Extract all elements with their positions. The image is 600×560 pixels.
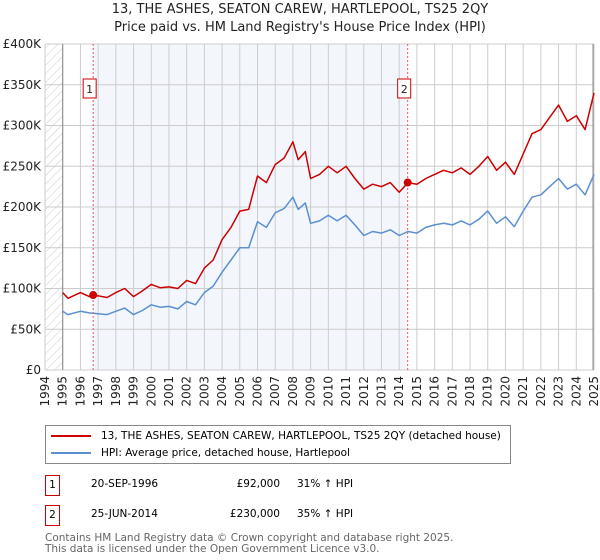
legend-swatch-blue [51, 452, 91, 454]
x-tick-label: 2008 [286, 376, 300, 407]
sale-number-badge: 2 [45, 505, 60, 526]
legend-swatch-red [51, 435, 91, 437]
x-tick-label: 2015 [410, 376, 424, 407]
property-price-line [62, 92, 595, 300]
x-tick-label: 2023 [552, 376, 566, 407]
y-tick-label: £0 [26, 363, 41, 377]
x-tick-label: 2016 [428, 376, 442, 407]
chart-legend: 13, THE ASHES, SEATON CAREW, HARTLEPOOL,… [45, 425, 511, 464]
legend-label: 13, THE ASHES, SEATON CAREW, HARTLEPOOL,… [101, 430, 501, 442]
y-tick-label: £100K [3, 282, 43, 296]
x-tick-label: 1996 [73, 376, 87, 407]
legend-item-property: 13, THE ASHES, SEATON CAREW, HARTLEPOOL,… [46, 428, 501, 444]
chart-subtitle: Price paid vs. HM Land Registry's House … [114, 20, 486, 35]
sale-hpi-diff: 35% ↑ HPI [297, 508, 354, 520]
x-tick-label: 2012 [357, 376, 371, 407]
y-tick-label: £300K [3, 119, 43, 133]
y-tick-label: £250K [3, 159, 43, 173]
legend-label: HPI: Average price, detached house, Hart… [101, 447, 350, 459]
sale-date: 25-JUN-2014 [91, 508, 158, 520]
footer-copyright: Contains HM Land Registry data © Crown c… [45, 532, 454, 544]
sale-row: 1 20-SEP-1996 £92,000 31% ↑ HPI [45, 475, 545, 496]
x-tick-label: 2021 [516, 376, 530, 407]
sale-label-box [397, 78, 412, 99]
y-tick-label: £200K [3, 200, 43, 214]
footer-licence: This data is licensed under the Open Gov… [45, 543, 380, 555]
y-tick-label: £400K [3, 37, 43, 51]
y-tick-label: £350K [3, 78, 43, 92]
x-tick-label: 2000 [144, 376, 158, 407]
hpi-line [62, 174, 595, 316]
x-tick-label: 1997 [91, 376, 105, 407]
sale-point [89, 291, 98, 300]
x-tick-label: 2006 [251, 376, 265, 407]
x-tick-label: 1995 [56, 376, 70, 407]
sale-label-box [82, 78, 97, 99]
legend-item-hpi: HPI: Average price, detached house, Hart… [46, 445, 350, 461]
sale-point [403, 178, 412, 187]
x-tick-label: 2014 [392, 376, 406, 407]
sale-price: £92,000 [236, 478, 280, 490]
x-tick-label: 2001 [162, 376, 176, 407]
x-tick-label: 2020 [498, 376, 512, 407]
x-tick-label: 2009 [304, 376, 318, 407]
x-tick-label: 2005 [233, 376, 247, 407]
x-tick-label: 1999 [127, 376, 141, 407]
x-tick-label: 2010 [321, 376, 335, 407]
sale-hpi-diff: 31% ↑ HPI [297, 478, 354, 490]
sale-price: £230,000 [229, 508, 280, 520]
x-tick-label: 2017 [445, 376, 459, 407]
sale-label: 1 [86, 83, 93, 96]
x-tick-label: 1994 [38, 376, 52, 407]
x-tick-label: 2011 [339, 376, 353, 407]
x-tick-label: 2022 [534, 376, 548, 407]
x-tick-label: 2025 [587, 376, 600, 407]
sale-row: 2 25-JUN-2014 £230,000 35% ↑ HPI [45, 505, 545, 526]
y-tick-label: £150K [3, 241, 43, 255]
sale-label: 2 [401, 83, 408, 96]
x-tick-label: 2019 [481, 376, 495, 407]
x-tick-label: 2004 [215, 376, 229, 407]
sale-number-badge: 1 [45, 475, 60, 496]
x-tick-label: 2007 [268, 376, 282, 407]
sale-date: 20-SEP-1996 [91, 478, 159, 490]
x-tick-label: 2018 [463, 376, 477, 407]
chart-title: 13, THE ASHES, SEATON CAREW, HARTLEPOOL,… [111, 2, 489, 17]
x-tick-label: 2013 [374, 376, 388, 407]
x-tick-label: 1998 [109, 376, 123, 407]
y-tick-label: £50K [10, 322, 42, 336]
x-tick-label: 2024 [569, 376, 583, 407]
x-tick-label: 2002 [180, 376, 194, 407]
x-tick-label: 2003 [197, 376, 211, 407]
price-chart: 1994 1995 1996 1997 1998 1999 2000 2001 2002 2003… [3, 37, 600, 407]
